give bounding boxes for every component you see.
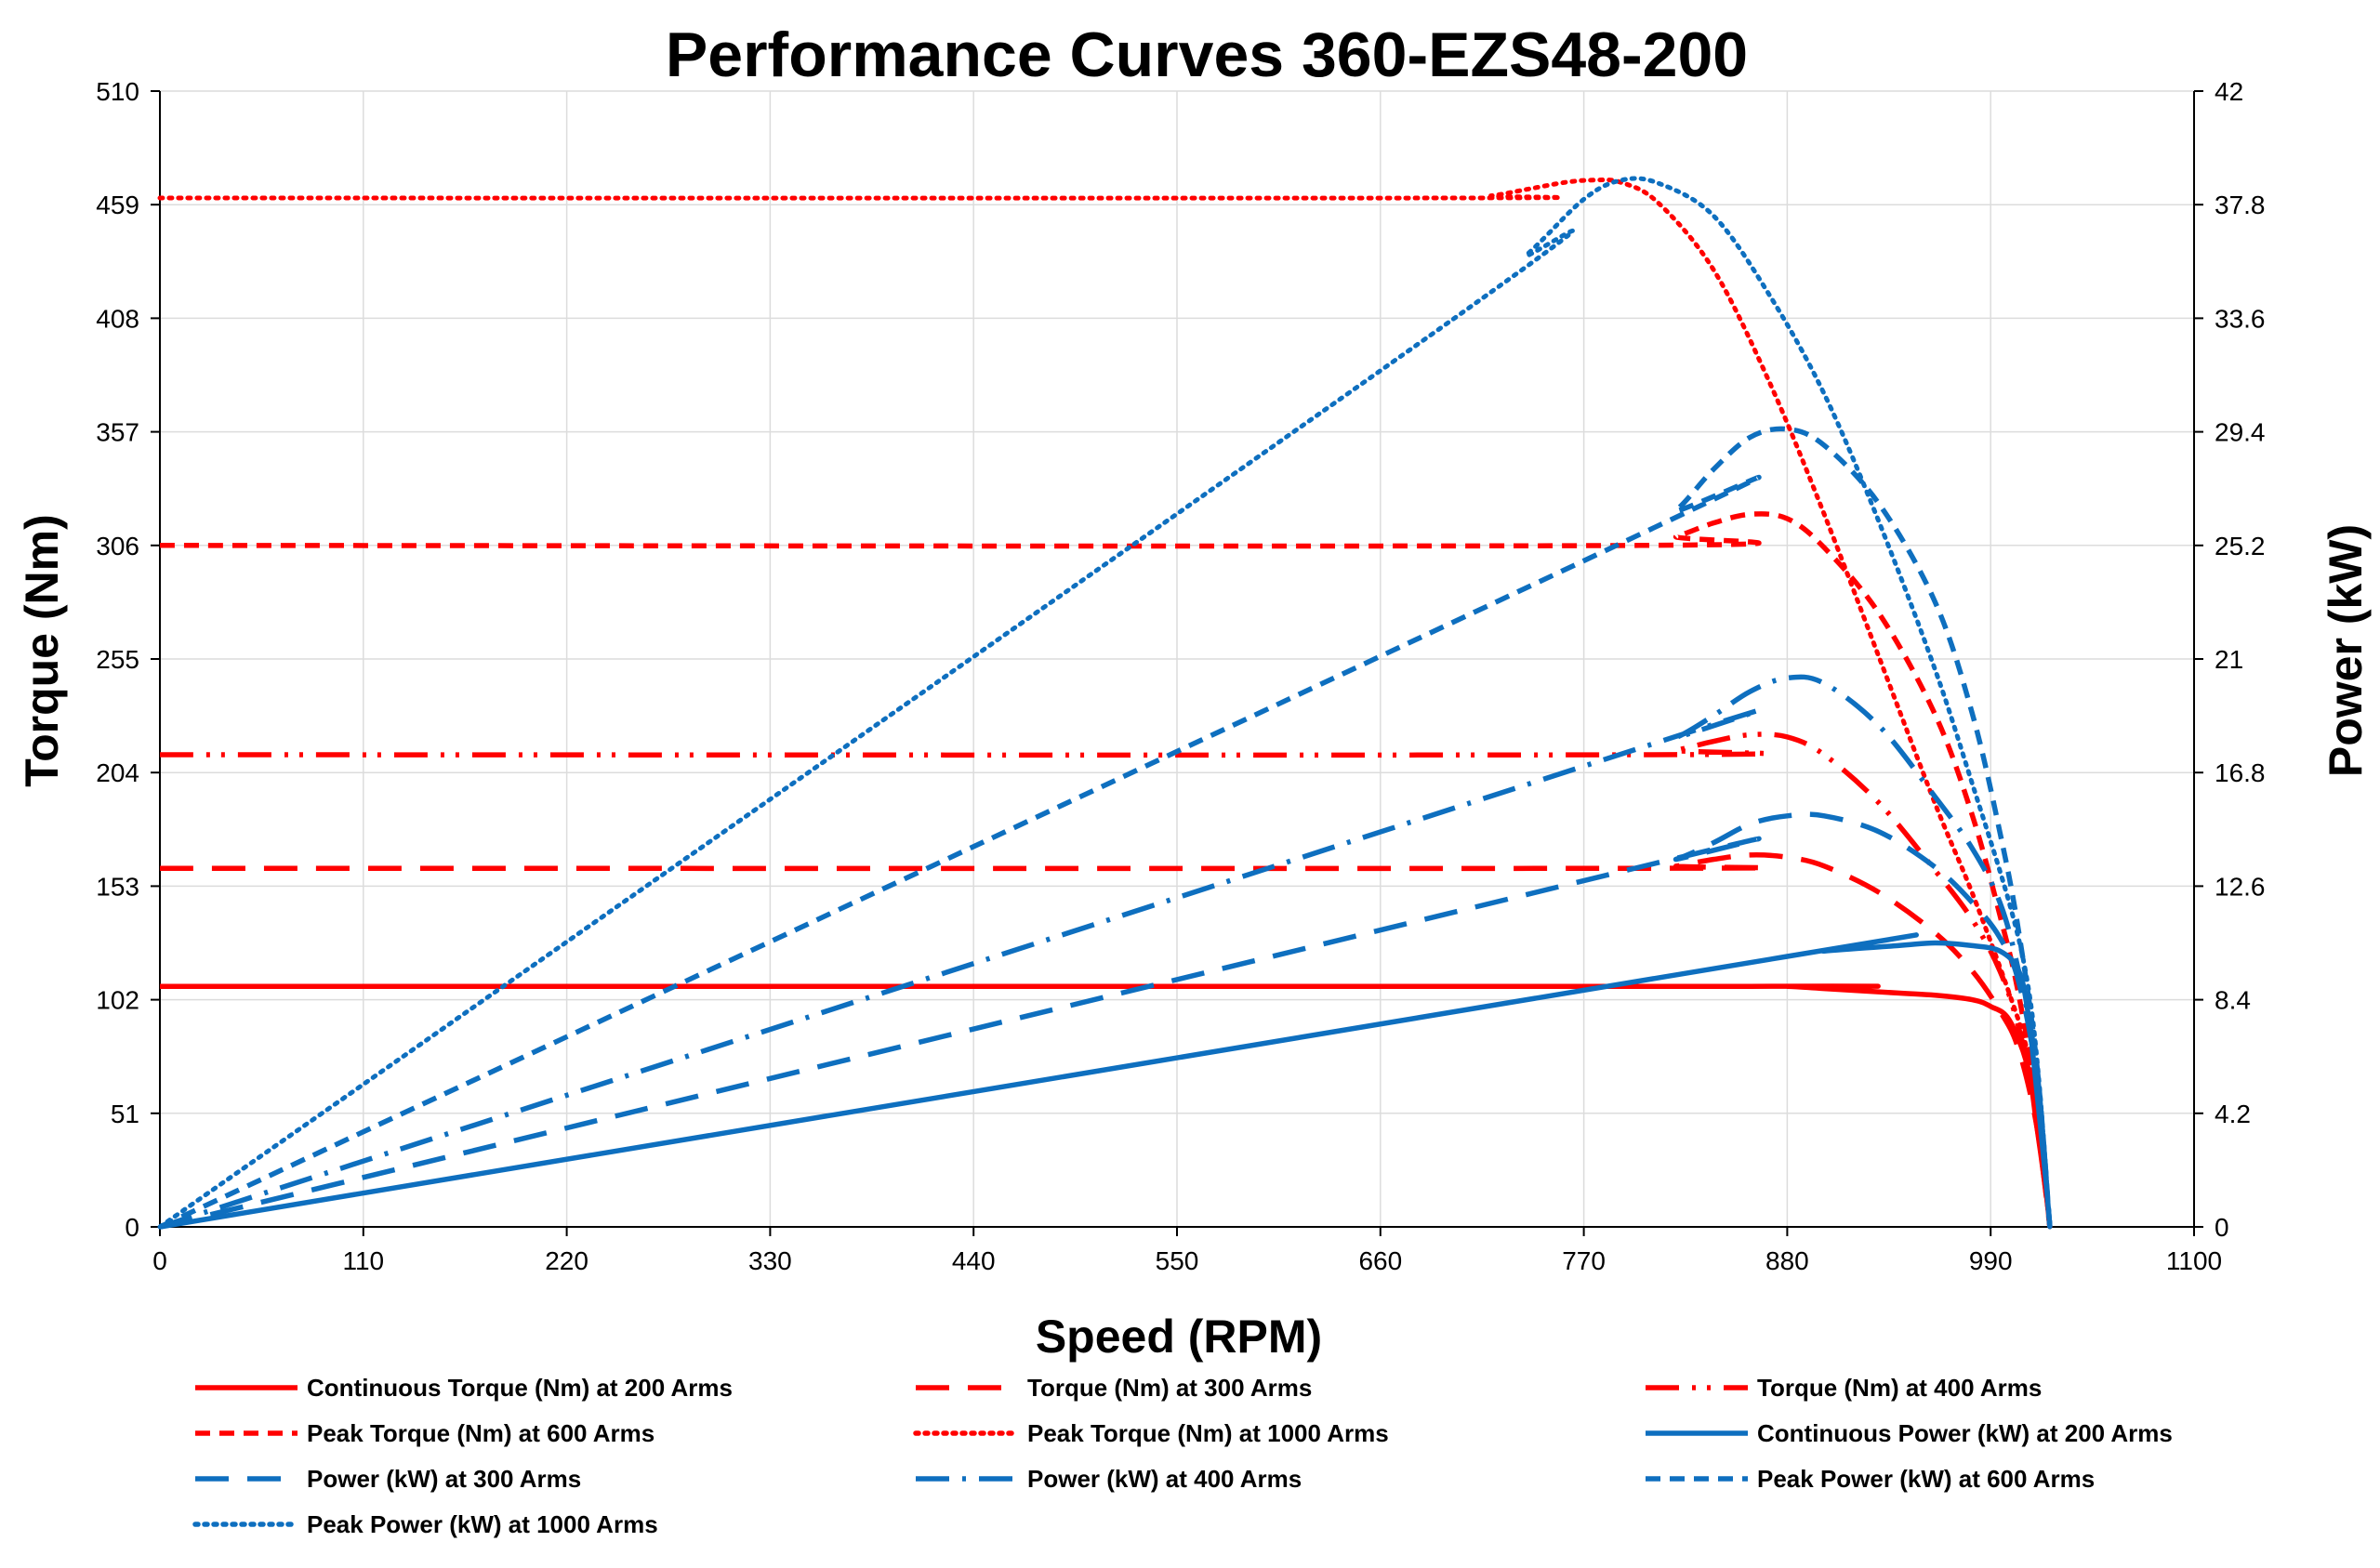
axes: 0 110 220 330 440 550 660 770 880 990 1100 0 51 102 15… bbox=[96, 77, 2265, 1275]
y-left-tick-label: 0 bbox=[125, 1213, 139, 1242]
y-right-tick-label: 42 bbox=[2215, 77, 2243, 106]
legend: Continuous Torque (Nm) at 200 Arms Torque… bbox=[192, 1374, 2173, 1538]
legend-item: Peak Power (kW) at 1000 Arms bbox=[192, 1510, 658, 1538]
y-left-tick-label: 306 bbox=[96, 532, 139, 560]
x-tick-label: 770 bbox=[1562, 1246, 1606, 1275]
series-line-peak-power-kw-at-1000-arms bbox=[157, 176, 2053, 1230]
y-left-tick-label: 153 bbox=[96, 872, 139, 901]
series-line-power-kw-at-300-arms bbox=[159, 811, 2053, 1230]
plot-area bbox=[157, 176, 2053, 1230]
legend-label: Peak Power (kW) at 1000 Arms bbox=[307, 1510, 658, 1538]
x-tick-label: 550 bbox=[1156, 1246, 1199, 1275]
legend-item: Continuous Power (kW) at 200 Arms bbox=[1646, 1419, 2173, 1447]
y-right-tick-label: 8.4 bbox=[2215, 986, 2251, 1015]
x-tick-label: 0 bbox=[152, 1246, 167, 1275]
legend-item: Continuous Torque (Nm) at 200 Arms bbox=[195, 1374, 733, 1402]
legend-item: Power (kW) at 400 Arms bbox=[916, 1465, 1302, 1493]
y-left-tick-label: 204 bbox=[96, 758, 139, 787]
y-right-tick-label: 33.6 bbox=[2215, 304, 2266, 333]
y-right-tick-label: 37.8 bbox=[2215, 191, 2266, 219]
y-axis-right-title: Power (kW) bbox=[2320, 524, 2372, 777]
legend-item: Peak Torque (Nm) at 600 Arms bbox=[195, 1419, 654, 1447]
x-tick-label: 1100 bbox=[2166, 1246, 2222, 1275]
legend-label: Torque (Nm) at 300 Arms bbox=[1027, 1374, 1312, 1402]
legend-item: Peak Power (kW) at 600 Arms bbox=[1646, 1465, 2095, 1493]
legend-label: Peak Power (kW) at 600 Arms bbox=[1757, 1465, 2095, 1493]
y-left-tick-label: 459 bbox=[96, 191, 139, 219]
x-tick-label: 110 bbox=[342, 1246, 384, 1275]
x-tick-label: 220 bbox=[545, 1246, 588, 1275]
legend-item: Peak Torque (Nm) at 1000 Arms bbox=[913, 1419, 1389, 1447]
y-left-tick-label: 51 bbox=[111, 1100, 139, 1128]
legend-label: Continuous Power (kW) at 200 Arms bbox=[1757, 1419, 2173, 1447]
y-right-tick-label: 21 bbox=[2215, 645, 2243, 674]
y-left-tick-label: 102 bbox=[96, 986, 139, 1015]
x-tick-label: 880 bbox=[1765, 1246, 1809, 1275]
y-right-tick-label: 16.8 bbox=[2215, 758, 2266, 787]
x-axis-title: Speed (RPM) bbox=[1036, 1311, 1322, 1363]
legend-label: Power (kW) at 300 Arms bbox=[307, 1465, 581, 1493]
legend-label: Peak Torque (Nm) at 600 Arms bbox=[307, 1419, 654, 1447]
y-left-tick-label: 255 bbox=[96, 645, 139, 674]
chart-title: Performance Curves 360-EZS48-200 bbox=[666, 20, 1748, 90]
x-tick-label: 440 bbox=[952, 1246, 996, 1275]
legend-item: Power (kW) at 300 Arms bbox=[195, 1465, 581, 1493]
legend-label: Torque (Nm) at 400 Arms bbox=[1757, 1374, 2042, 1402]
series-line-torque-nm-at-300-arms bbox=[159, 852, 2053, 1228]
y-right-tick-label: 0 bbox=[2215, 1213, 2229, 1242]
legend-label: Peak Torque (Nm) at 1000 Arms bbox=[1027, 1419, 1389, 1447]
y-right-tick-label: 4.2 bbox=[2215, 1100, 2251, 1128]
y-right-tick-label: 25.2 bbox=[2215, 532, 2266, 560]
x-tick-label: 660 bbox=[1358, 1246, 1402, 1275]
y-left-tick-label: 510 bbox=[96, 77, 139, 106]
legend-label: Continuous Torque (Nm) at 200 Arms bbox=[307, 1374, 733, 1402]
y-right-tick-label: 12.6 bbox=[2215, 872, 2266, 901]
x-tick-label: 330 bbox=[748, 1246, 792, 1275]
legend-item: Torque (Nm) at 300 Arms bbox=[916, 1374, 1312, 1402]
series-line-peak-power-kw-at-600-arms bbox=[158, 426, 2053, 1230]
y-right-tick-label: 29.4 bbox=[2215, 418, 2266, 447]
x-tick-label: 990 bbox=[1969, 1246, 2013, 1275]
legend-label: Power (kW) at 400 Arms bbox=[1027, 1465, 1302, 1493]
y-left-tick-label: 408 bbox=[96, 304, 139, 333]
legend-item: Torque (Nm) at 400 Arms bbox=[1646, 1374, 2042, 1402]
y-left-tick-label: 357 bbox=[96, 418, 139, 447]
y-axis-left-title: Torque (Nm) bbox=[16, 514, 68, 786]
